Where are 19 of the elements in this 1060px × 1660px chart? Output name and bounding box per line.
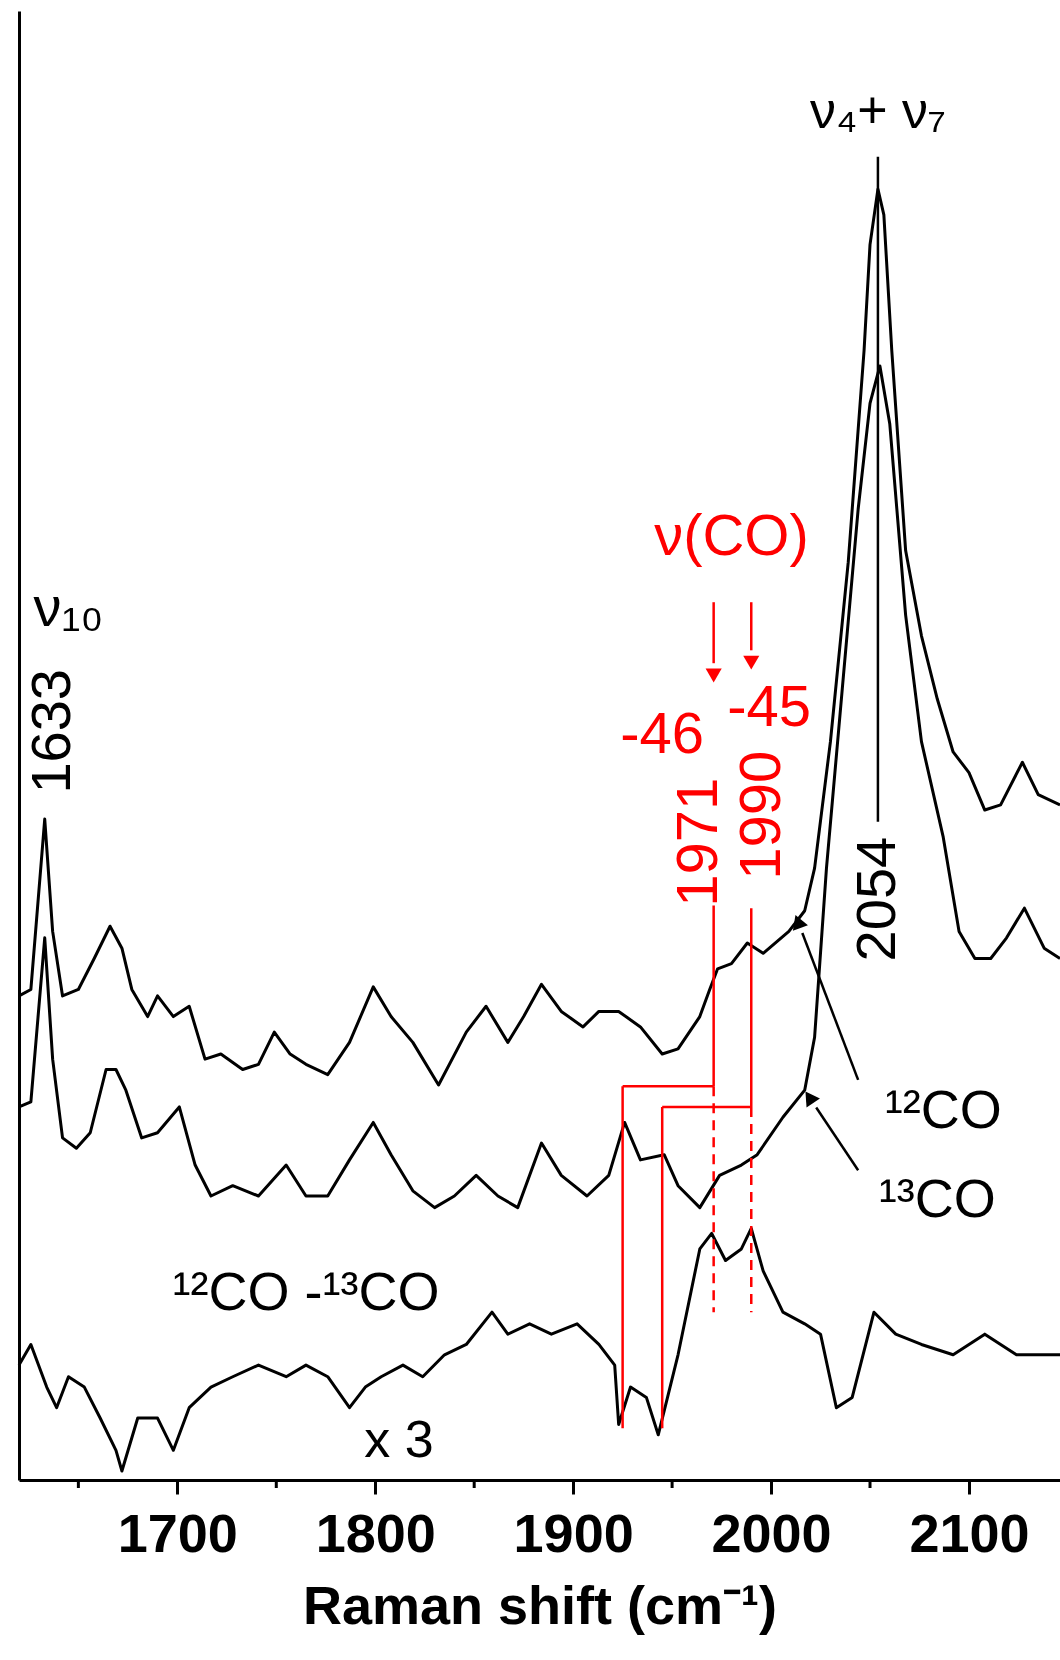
x-tick-label: 1700	[117, 1502, 238, 1563]
annotation: 1971	[663, 777, 729, 907]
x-tick-label: 1900	[513, 1502, 634, 1563]
annotation: x 3	[364, 1410, 434, 1469]
annotation: 1990	[727, 750, 793, 880]
annotation: -45	[727, 673, 811, 739]
annotation: 2054	[843, 836, 907, 962]
annotation: -46	[620, 700, 705, 766]
annotation: ¹²CO	[884, 1079, 1002, 1140]
x-tick-label: 2000	[711, 1502, 832, 1563]
annotation: 1633	[18, 669, 82, 794]
x-axis-title: Raman shift (cm⁻¹)	[302, 1574, 778, 1635]
annotation: ¹³CO	[878, 1168, 996, 1229]
annotation: ¹²CO -¹³CO	[172, 1261, 440, 1322]
x-tick-label: 2100	[909, 1502, 1030, 1563]
x-tick-label: 1800	[315, 1502, 436, 1563]
annotation: ν(CO)	[654, 501, 809, 567]
annotation: ν₁₀	[33, 574, 104, 638]
text: ν₄+ ν₇	[809, 80, 946, 139]
